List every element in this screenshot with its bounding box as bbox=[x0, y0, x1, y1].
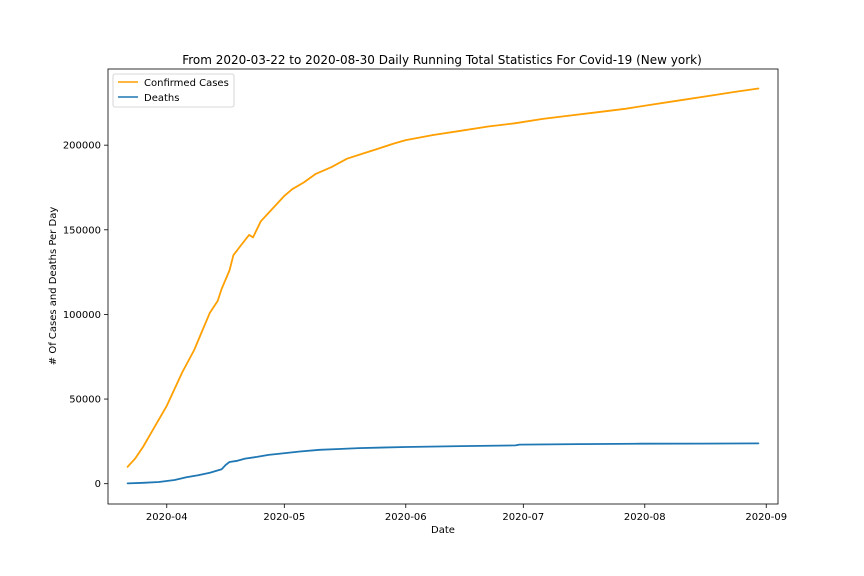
y-axis-label: # Of Cases and Deaths Per Day bbox=[48, 207, 59, 366]
x-tick-label: 2020-07 bbox=[502, 512, 544, 523]
legend-label-confirmed-cases: Confirmed Cases bbox=[144, 78, 229, 89]
legend-box bbox=[112, 73, 235, 108]
y-tick-label: 50000 bbox=[69, 395, 101, 406]
y-tick-label: 100000 bbox=[63, 310, 101, 321]
x-axis-label: Date bbox=[431, 525, 455, 536]
y-tick-label: 200000 bbox=[63, 141, 101, 152]
y-tick-label: 0 bbox=[95, 479, 101, 490]
x-tick-label: 2020-06 bbox=[385, 512, 427, 523]
axes-frame bbox=[107, 68, 779, 505]
x-tick-label: 2020-09 bbox=[745, 512, 787, 523]
legend: Confirmed Cases Deaths bbox=[112, 73, 235, 108]
x-tick-label: 2020-08 bbox=[624, 512, 666, 523]
chart-title: From 2020-03-22 to 2020-08-30 Daily Runn… bbox=[182, 53, 702, 67]
series-line-deaths bbox=[126, 442, 760, 485]
y-tick-label: 150000 bbox=[63, 225, 101, 236]
x-tick-label: 2020-04 bbox=[146, 512, 188, 523]
legend-label-deaths: Deaths bbox=[144, 93, 179, 104]
plot-area bbox=[126, 87, 760, 485]
x-axis: 2020-04 2020-05 2020-06 2020-07 2020-08 2020-… bbox=[146, 504, 787, 523]
y-axis: 0 50000 100000 150000 200000 bbox=[63, 141, 108, 490]
series-line-confirmed-cases bbox=[126, 87, 760, 468]
x-tick-label: 2020-05 bbox=[263, 512, 305, 523]
